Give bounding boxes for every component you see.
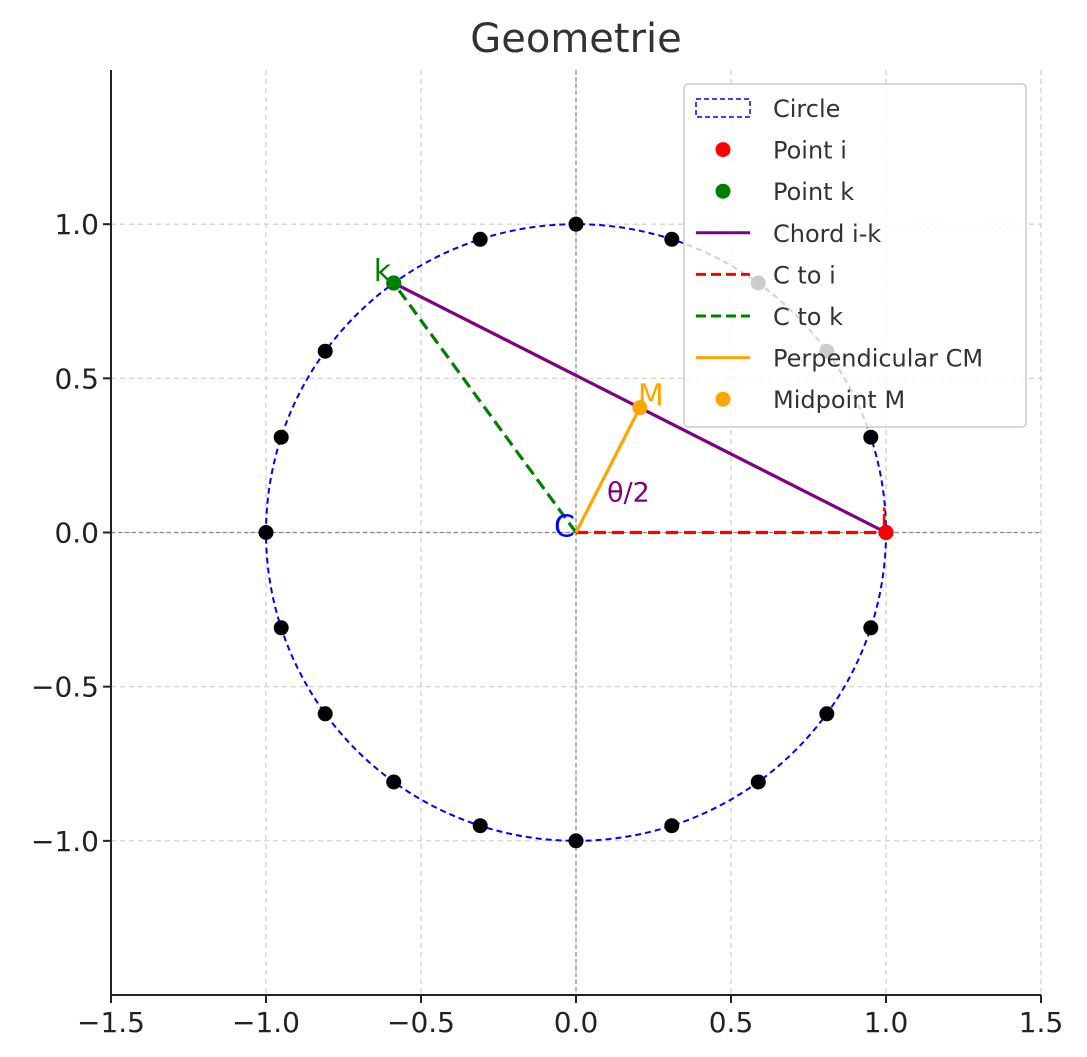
y-tick-label: 0.5 — [54, 362, 99, 395]
polygon-point — [258, 525, 274, 540]
legend-item: C to k — [696, 303, 843, 331]
x-tick-label: −1.0 — [232, 1006, 300, 1039]
x-tick-label: −0.5 — [387, 1006, 455, 1039]
chart-title: Geometrie — [470, 16, 682, 62]
legend-box — [683, 83, 1027, 428]
angle-label: θ/2 — [607, 478, 650, 509]
label-c: C — [554, 510, 575, 545]
legend-label: Circle — [773, 95, 840, 123]
label-m: M — [638, 379, 664, 414]
polygon-point — [863, 620, 879, 636]
label-k: k — [374, 254, 392, 289]
legend-swatch — [715, 183, 731, 199]
x-tick-label: −1.5 — [77, 1006, 145, 1039]
x-tick-label: 1.0 — [864, 1006, 909, 1039]
polygon-point — [664, 231, 680, 247]
legend-item: Circle — [695, 95, 840, 123]
legend-label: Point i — [773, 137, 847, 165]
polygon-point — [317, 706, 333, 722]
polygon-point — [472, 818, 488, 834]
legend-item: Midpoint M — [715, 386, 905, 414]
label-i: i — [880, 504, 888, 539]
point-k — [386, 275, 402, 291]
series-c-to-k — [392, 282, 578, 534]
polygon-point — [568, 216, 584, 232]
y-tick-label: 0.0 — [54, 517, 99, 550]
legend-label: Chord i-k — [773, 220, 881, 248]
point-i — [878, 525, 894, 540]
legend-label: C to k — [773, 303, 843, 331]
legend-swatch — [715, 391, 731, 407]
legend-label: Point k — [773, 178, 854, 206]
legend-item: Perpendicular CM — [696, 345, 983, 373]
y-tick-label: −0.5 — [31, 671, 99, 704]
polygon-point — [819, 706, 835, 722]
polygon-point — [472, 231, 488, 247]
legend-label: Midpoint M — [773, 386, 905, 414]
legend-item: Point i — [715, 137, 847, 165]
polygon-point — [750, 774, 766, 790]
legend: Circle Point i Point k Chord i-k C to i C to … — [683, 83, 1027, 428]
x-tick-label: 0.5 — [709, 1006, 754, 1039]
legend-label: Perpendicular CM — [773, 345, 983, 373]
x-tick-label: 0.0 — [554, 1006, 599, 1039]
polygon-point — [568, 833, 584, 849]
legend-item: Chord i-k — [696, 220, 881, 248]
y-tick-label: −1.0 — [31, 825, 99, 858]
polygon-point — [664, 818, 680, 834]
polygon-point — [386, 774, 402, 790]
tick-labels: −1.5 −1.0 −0.5 0.0 0.5 1.0 1.5 −1.0 −0.5 0.0 0.5 1.… — [31, 208, 1063, 1039]
legend-swatch — [695, 98, 751, 118]
point-m — [632, 400, 648, 416]
x-tick-label: 1.5 — [1019, 1006, 1064, 1039]
polygon-point — [273, 429, 289, 445]
polygon-point — [863, 429, 879, 445]
y-tick-label: 1.0 — [54, 208, 99, 241]
polygon-point — [317, 343, 333, 359]
legend-item: C to i — [696, 261, 836, 289]
legend-label: C to i — [773, 261, 836, 289]
series-perpendicular-cm — [574, 406, 642, 534]
legend-item: Point k — [715, 178, 854, 206]
legend-swatch — [715, 142, 731, 158]
polygon-point — [273, 620, 289, 636]
